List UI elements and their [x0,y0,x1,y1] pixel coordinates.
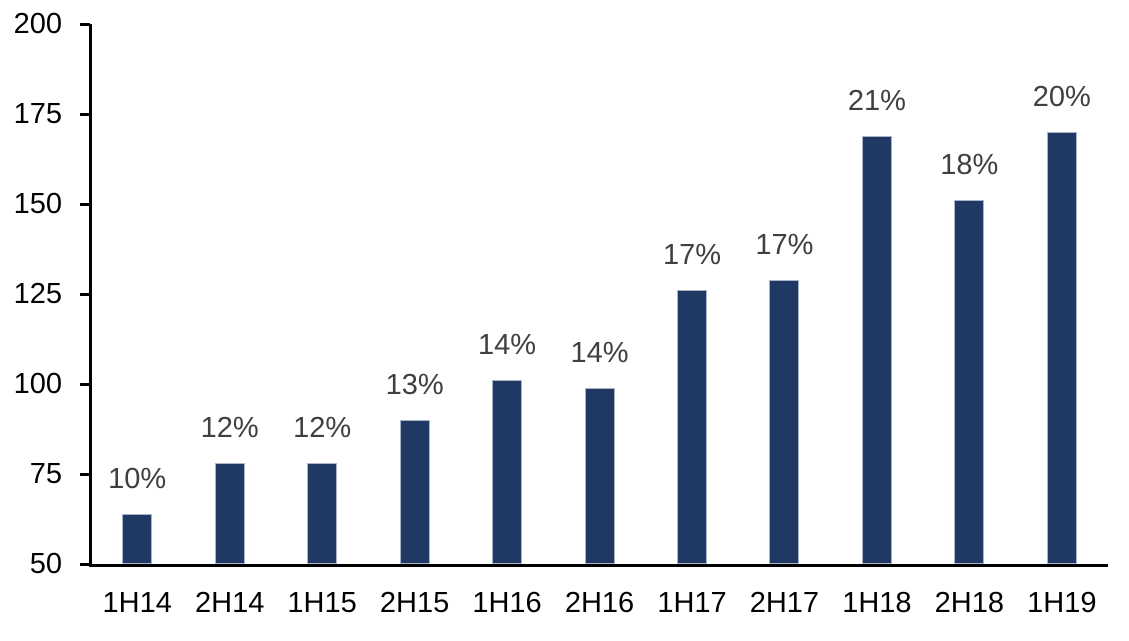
bar [584,387,615,564]
bar-value-label: 17% [755,228,814,261]
bar-value-label: 14% [477,329,537,362]
y-tick-mark [80,203,90,206]
y-tick-mark [80,473,90,476]
bar [954,200,985,564]
y-tick-mark [80,563,90,566]
y-tick-mark [80,383,90,386]
y-tick-mark [80,293,90,296]
bar [677,290,707,564]
bar [307,463,338,564]
y-tick-label: 125 [13,278,62,310]
bar-value-label: 13% [385,369,444,401]
y-tick-label: 50 [29,548,62,580]
bar [399,420,430,564]
x-category-label: 1H16 [472,587,542,619]
bar [214,463,245,564]
bar-value-label: 10% [108,462,167,495]
y-tick-label: 200 [13,8,62,40]
y-axis-line [89,24,92,567]
x-category-label: 2H16 [564,587,635,619]
x-category-label: 1H19 [1027,587,1097,619]
x-category-label: 1H17 [657,587,727,619]
bar [1046,132,1077,564]
y-tick-label: 150 [13,188,62,220]
bar [769,279,800,564]
bar-value-label: 17% [662,239,722,272]
bar [122,513,153,564]
x-category-label: 1H14 [102,587,172,619]
bar-value-label: 12% [293,412,352,445]
y-tick-label: 75 [29,458,62,490]
y-tick-label: 175 [13,98,62,130]
bar [492,380,522,564]
y-tick-mark [80,23,90,26]
x-category-label: 2H17 [749,587,820,619]
bar-value-label: 18% [940,149,999,182]
y-tick-mark [80,113,90,116]
bar-value-label: 12% [200,412,259,445]
y-tick-label: 100 [13,368,62,400]
x-category-label: 2H14 [195,587,265,619]
bar-value-label: 20% [1032,81,1091,113]
bar [861,135,892,564]
x-category-label: 1H18 [842,587,912,619]
bar-value-label: 21% [847,84,906,117]
bar-value-label: 14% [570,336,629,369]
x-category-label: 2H18 [934,587,1004,619]
x-category-label: 1H15 [287,587,357,619]
x-category-label: 2H15 [379,587,450,619]
x-axis-line [89,564,1108,567]
